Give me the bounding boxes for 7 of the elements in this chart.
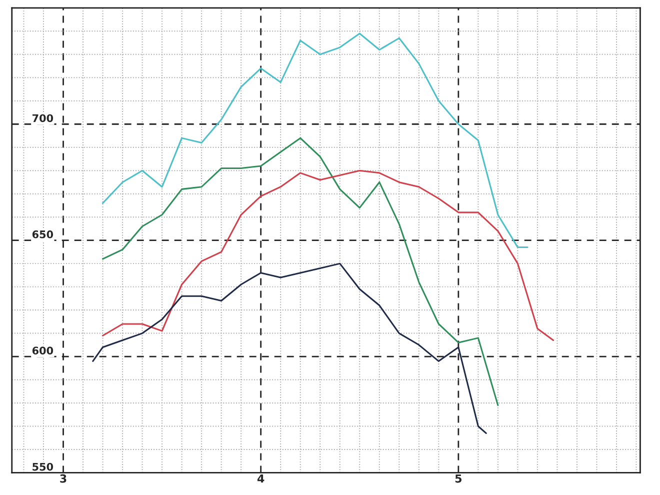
x-tick-label: 3 bbox=[60, 474, 66, 483]
y-tick-label: 650 bbox=[32, 230, 54, 238]
y-tick-label: 700 bbox=[32, 114, 54, 122]
x-tick-label: 4 bbox=[257, 474, 264, 483]
y-tick-label: 550 bbox=[32, 462, 54, 471]
x-tick-label: 5 bbox=[455, 474, 462, 483]
y-tick-label: 600 bbox=[32, 346, 54, 355]
